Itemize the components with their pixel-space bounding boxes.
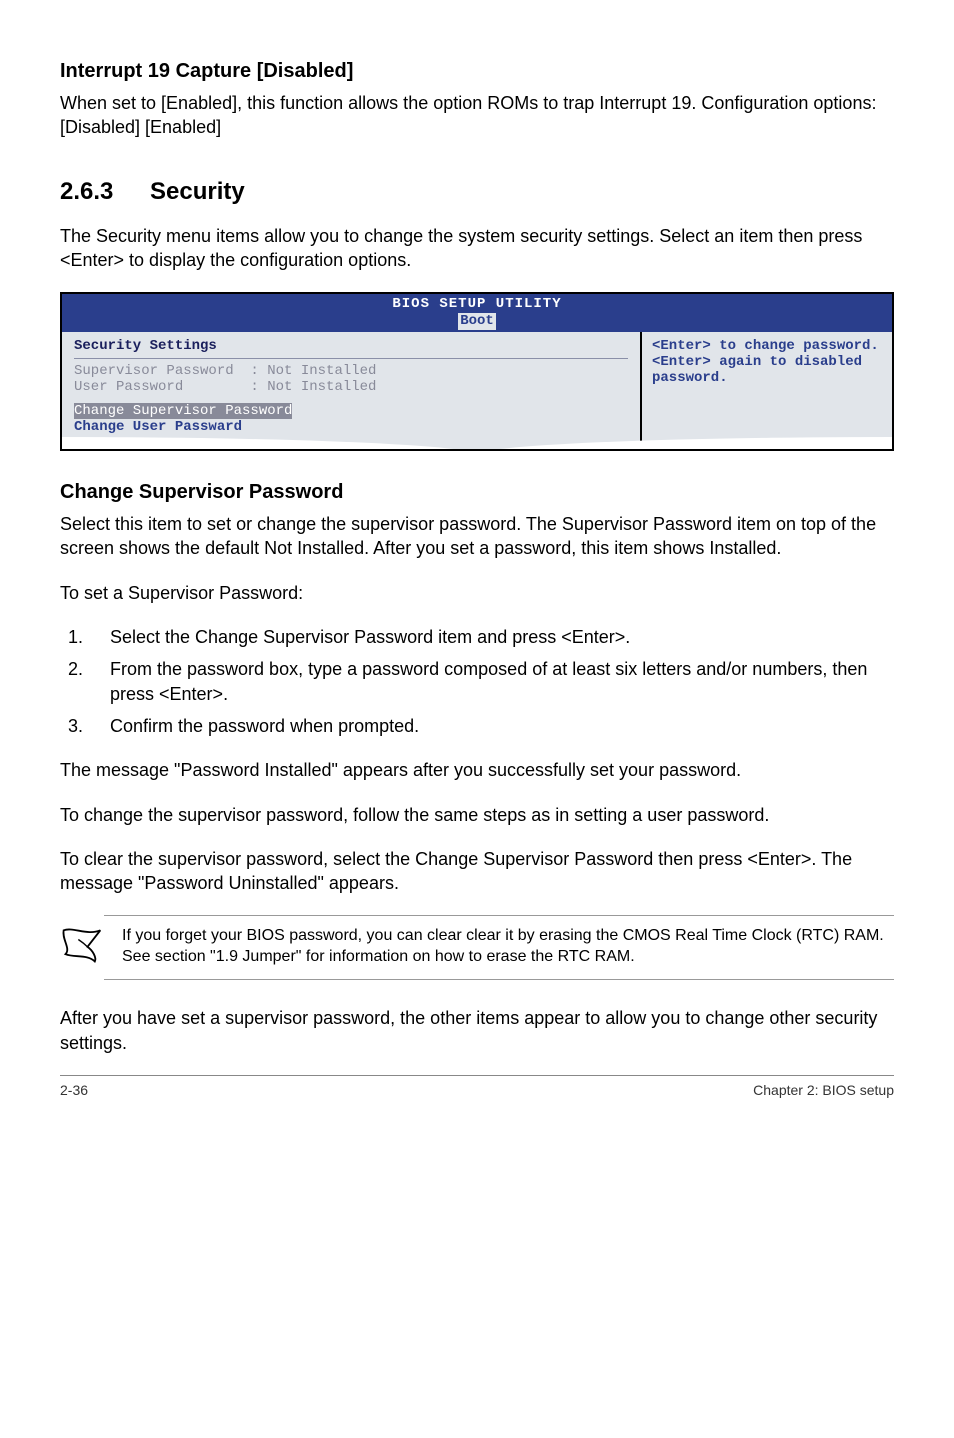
footer-page-number: 2-36 [60,1082,88,1098]
para-after-set: After you have set a supervisor password… [60,1006,894,1055]
bios-screenshot: BIOS SETUP UTILITY Boot Security Setting… [60,292,894,451]
step-item: Confirm the password when prompted. [88,714,894,738]
page-footer: 2-36 Chapter 2: BIOS setup [60,1075,894,1098]
para-clear: To clear the supervisor password, select… [60,847,894,896]
bios-right-panel: <Enter> to change password. <Enter> agai… [642,332,892,449]
bios-row-change-user: Change User Passward [74,419,628,435]
para-change-same: To change the supervisor password, follo… [60,803,894,827]
bios-row-change-supervisor: Change Supervisor Password [74,403,292,419]
bios-left-panel: Security Settings Supervisor Password : … [62,332,642,449]
section-title: Security [150,178,245,206]
para-interrupt: When set to [Enabled], this function all… [60,91,894,140]
para-change-sup-1: Select this item to set or change the su… [60,512,894,561]
bios-section-title: Security Settings [74,338,628,359]
bios-header: BIOS SETUP UTILITY Boot [62,294,892,332]
bios-header-title: BIOS SETUP UTILITY [62,296,892,313]
para-installed-msg: The message "Password Installed" appears… [60,758,894,782]
heading-interrupt: Interrupt 19 Capture [Disabled] [60,60,894,83]
heading-change-supervisor: Change Supervisor Password [60,481,894,504]
bios-row-user: User Password : Not Installed [74,379,628,395]
bios-help-text: <Enter> to change password. <Enter> agai… [652,338,882,386]
step-item: Select the Change Supervisor Password it… [88,625,894,649]
note-icon [60,926,104,969]
bios-header-tab: Boot [458,313,496,330]
note-box: If you forget your BIOS password, you ca… [104,915,894,980]
step-item: From the password box, type a password c… [88,657,894,706]
para-to-set: To set a Supervisor Password: [60,581,894,605]
steps-list: Select the Change Supervisor Password it… [60,625,894,738]
note-text: If you forget your BIOS password, you ca… [122,926,894,968]
footer-chapter: Chapter 2: BIOS setup [753,1082,894,1098]
bios-row-supervisor: Supervisor Password : Not Installed [74,363,628,379]
section-number: 2.6.3 [60,178,150,206]
para-security-intro: The Security menu items allow you to cha… [60,224,894,273]
section-heading: 2.6.3 Security [60,178,894,206]
